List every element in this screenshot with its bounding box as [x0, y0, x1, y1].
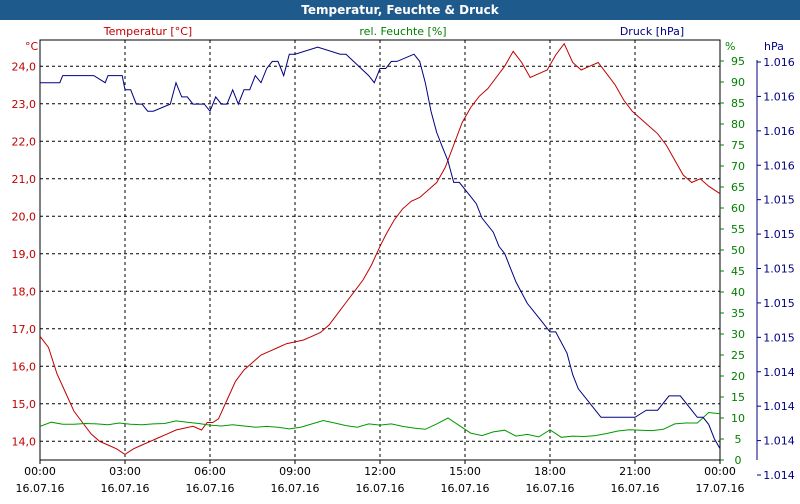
pressure-tick-label: 1.014: [763, 435, 795, 448]
time-tick-label: 15:00: [449, 465, 481, 478]
temperature-tick-label: 14,0: [12, 435, 37, 448]
date-tick-label: 16.07.16: [16, 482, 65, 495]
humidity-tick-label: 95: [731, 55, 745, 68]
chart-svg: 14,0 15,0 16,0 17,0 18,0 19,0 20,0 21,0 22,0 23,0…: [12, 25, 795, 495]
pressure-axis: 1.014 1.014 1.014 1.014 1.015 1.015 1.015 1.015…: [756, 56, 795, 482]
humidity-tick-label: 10: [731, 412, 745, 425]
date-tick-label: 16.07.16: [101, 482, 150, 495]
pressure-tick-label: 1.016: [763, 125, 795, 138]
temperature-tick-label: 20,0: [12, 210, 37, 223]
humidity-tick-label: 90: [731, 76, 745, 89]
time-tick-label: 09:00: [279, 465, 311, 478]
pressure-tick-label: 1.015: [763, 194, 795, 207]
humidity-tick-label: 50: [731, 244, 745, 257]
humidity-axis: 0 5 10 15 20 25 30 35 40 45 50 55 60 65 70 75 80 85 90 95: [720, 55, 745, 467]
pressure-unit-label: hPa: [764, 40, 784, 53]
pressure-tick-label: 1.015: [763, 331, 795, 344]
time-tick-label: 03:00: [109, 465, 141, 478]
humidity-tick-label: 80: [731, 118, 745, 131]
date-tick-label: 16.07.16: [186, 482, 235, 495]
pressure-tick-label: 1.015: [763, 263, 795, 276]
humidity-tick-label: 25: [731, 349, 745, 362]
temperature-tick-label: 17,0: [12, 323, 37, 336]
humidity-tick-label: 0: [735, 454, 742, 467]
humidity-tick-label: 15: [731, 391, 745, 404]
time-tick-label: 18:00: [534, 465, 566, 478]
temperature-tick-label: 22,0: [12, 135, 37, 148]
legend-pressure: Druck [hPa]: [620, 25, 684, 38]
temperature-tick-label: 23,0: [12, 98, 37, 111]
temperature-axis: 14,0 15,0 16,0 17,0 18,0 19,0 20,0 21,0 22,0 23,0…: [12, 60, 37, 448]
time-tick-label: 12:00: [364, 465, 396, 478]
date-tick-label: 17.07.16: [696, 482, 745, 495]
humidity-tick-label: 30: [731, 328, 745, 341]
temperature-tick-label: 16,0: [12, 360, 37, 373]
plot-area-container: 14,0 15,0 16,0 17,0 18,0 19,0 20,0 21,0 22,0 23,0…: [0, 20, 800, 500]
date-tick-label: 16.07.16: [526, 482, 575, 495]
series-lines: [39, 42, 721, 455]
pressure-tick-label: 1.014: [763, 400, 795, 413]
time-tick-label: 06:00: [194, 465, 226, 478]
humidity-tick-label: 55: [731, 223, 745, 236]
series-line-temperature: [39, 42, 721, 455]
grid-lines: [40, 40, 720, 460]
series-line-pressure: [40, 46, 721, 449]
pressure-tick-label: 1.016: [763, 159, 795, 172]
humidity-unit-label: %: [725, 40, 735, 53]
pressure-tick-label: 1.015: [763, 297, 795, 310]
humidity-tick-label: 75: [731, 139, 745, 152]
legend-humidity: rel. Feuchte [%]: [359, 25, 446, 38]
temperature-unit-label: °C: [25, 40, 39, 53]
date-tick-label: 16.07.16: [441, 482, 490, 495]
humidity-tick-label: 65: [731, 181, 745, 194]
humidity-tick-label: 45: [731, 265, 745, 278]
pressure-tick-label: 1.014: [763, 366, 795, 379]
pressure-tick-label: 1.016: [763, 56, 795, 69]
temperature-tick-label: 18,0: [12, 285, 37, 298]
humidity-tick-label: 35: [731, 307, 745, 320]
humidity-tick-label: 60: [731, 202, 745, 215]
time-tick-label: 00:00: [24, 465, 56, 478]
humidity-tick-label: 85: [731, 97, 745, 110]
date-tick-label: 16.07.16: [611, 482, 660, 495]
time-tick-label: 00:00: [704, 465, 736, 478]
humidity-tick-label: 5: [735, 433, 742, 446]
temperature-tick-label: 15,0: [12, 398, 37, 411]
series-line-humidity: [39, 411, 721, 438]
date-tick-label: 16.07.16: [271, 482, 320, 495]
humidity-tick-label: 40: [731, 286, 745, 299]
chart-title: Temperatur, Feuchte & Druck: [0, 0, 800, 20]
humidity-tick-label: 70: [731, 160, 745, 173]
time-axis: 00:00 16.07.16 03:00 16.07.16 06:00 16.07.16 0…: [16, 460, 745, 495]
temperature-tick-label: 24,0: [12, 60, 37, 73]
pressure-tick-label: 1.014: [763, 469, 795, 482]
legend-temperature: Temperatur [°C]: [103, 25, 192, 38]
temperature-tick-label: 19,0: [12, 248, 37, 261]
temperature-tick-label: 21,0: [12, 173, 37, 186]
pressure-tick-label: 1.016: [763, 90, 795, 103]
pressure-tick-label: 1.015: [763, 228, 795, 241]
date-tick-label: 16.07.16: [356, 482, 405, 495]
time-tick-label: 21:00: [619, 465, 651, 478]
humidity-tick-label: 20: [731, 370, 745, 383]
